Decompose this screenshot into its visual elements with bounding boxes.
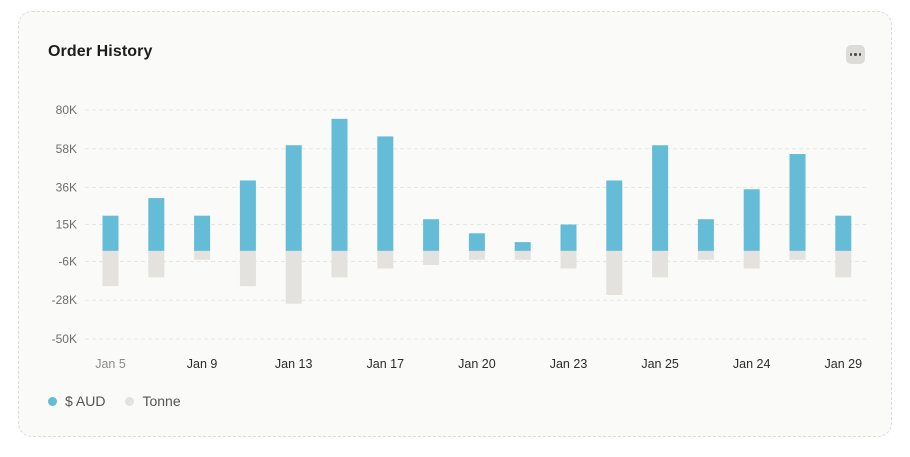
- x-tick-label: Jan 13: [275, 357, 313, 371]
- bar-aud[interactable]: [148, 198, 165, 251]
- bar-aud[interactable]: [239, 180, 256, 251]
- bar-tonne[interactable]: [331, 250, 348, 278]
- x-tick-label: Jan 23: [550, 357, 588, 371]
- bar-tonne[interactable]: [285, 250, 302, 304]
- more-dot: [854, 53, 857, 56]
- y-axis-ticks: 80K 58K 36K 15K -6K -28K -50K: [52, 103, 77, 346]
- y-tick-label: 80K: [56, 103, 77, 117]
- bar-aud[interactable]: [102, 215, 119, 251]
- x-tick-label: Jan 17: [367, 357, 405, 371]
- legend-swatch-aud: [48, 396, 57, 406]
- bar-tonne[interactable]: [606, 250, 623, 295]
- x-tick-label: Jan 20: [458, 357, 496, 371]
- x-axis-ticks: Jan 5 Jan 9 Jan 13 Jan 17 Jan 20 Jan 23 Jan 25…: [95, 357, 862, 371]
- bar-tonne[interactable]: [239, 250, 256, 287]
- bar-aud[interactable]: [285, 145, 302, 251]
- bar-tonne[interactable]: [514, 250, 531, 260]
- chart-legend: $ AUD Tonne: [48, 393, 201, 409]
- card-title: Order History: [48, 43, 153, 60]
- y-tick-label: 15K: [56, 218, 77, 232]
- bar-aud[interactable]: [331, 118, 348, 251]
- y-tick-label: 36K: [56, 181, 77, 195]
- bar-aud[interactable]: [423, 219, 440, 251]
- order-history-chart: 80K 58K 36K 15K -6K -28K -50K Jan 5 Jan 9 Jan 13…: [52, 103, 867, 371]
- bar-tonne[interactable]: [835, 250, 852, 278]
- bar-aud[interactable]: [560, 224, 577, 251]
- bar-aud[interactable]: [377, 136, 394, 251]
- more-dot: [858, 53, 862, 56]
- bar-tonne[interactable]: [148, 250, 165, 278]
- bar-aud[interactable]: [194, 215, 211, 251]
- legend-item-tonne[interactable]: Tonne: [125, 393, 181, 409]
- y-tick-label: -28K: [52, 293, 77, 307]
- legend-label-tonne: Tonne: [142, 393, 181, 409]
- bars: [102, 118, 852, 304]
- grid-lines: [85, 109, 867, 340]
- bar-aud[interactable]: [514, 242, 531, 251]
- bar-tonne[interactable]: [652, 250, 669, 278]
- legend-swatch-tonne: [125, 396, 135, 406]
- x-tick-label: Jan 25: [641, 357, 679, 371]
- more-options-button[interactable]: [846, 45, 865, 64]
- more-dots-icon: [849, 53, 853, 56]
- bar-aud[interactable]: [652, 145, 669, 251]
- bar-tonne[interactable]: [102, 250, 119, 287]
- order-history-card: Order History 80K 58K 36K 15K -6K -28K -50K Ja…: [18, 11, 892, 437]
- bar-aud[interactable]: [468, 233, 485, 251]
- bar-tonne[interactable]: [789, 250, 806, 260]
- x-tick-label: Jan 9: [187, 357, 218, 371]
- bar-tonne[interactable]: [377, 250, 394, 269]
- bar-tonne[interactable]: [697, 250, 714, 260]
- bar-aud[interactable]: [789, 154, 806, 251]
- bar-aud[interactable]: [835, 215, 852, 251]
- y-tick-label: -50K: [52, 332, 77, 346]
- bar-aud[interactable]: [743, 189, 760, 251]
- bar-tonne[interactable]: [194, 250, 211, 260]
- legend-label-aud: $ AUD: [65, 393, 106, 409]
- bar-tonne[interactable]: [423, 250, 440, 266]
- y-tick-label: 58K: [56, 142, 77, 156]
- x-tick-label: Jan 5: [95, 357, 126, 371]
- x-tick-label: Jan 24: [733, 357, 771, 371]
- y-tick-label: -6K: [58, 254, 77, 268]
- bar-tonne[interactable]: [560, 250, 577, 269]
- bar-aud[interactable]: [606, 180, 623, 251]
- bar-tonne[interactable]: [468, 250, 485, 260]
- bar-tonne[interactable]: [743, 250, 760, 269]
- x-tick-label: Jan 29: [825, 357, 863, 371]
- legend-item-aud[interactable]: $ AUD: [48, 393, 105, 409]
- bar-aud[interactable]: [697, 219, 714, 251]
